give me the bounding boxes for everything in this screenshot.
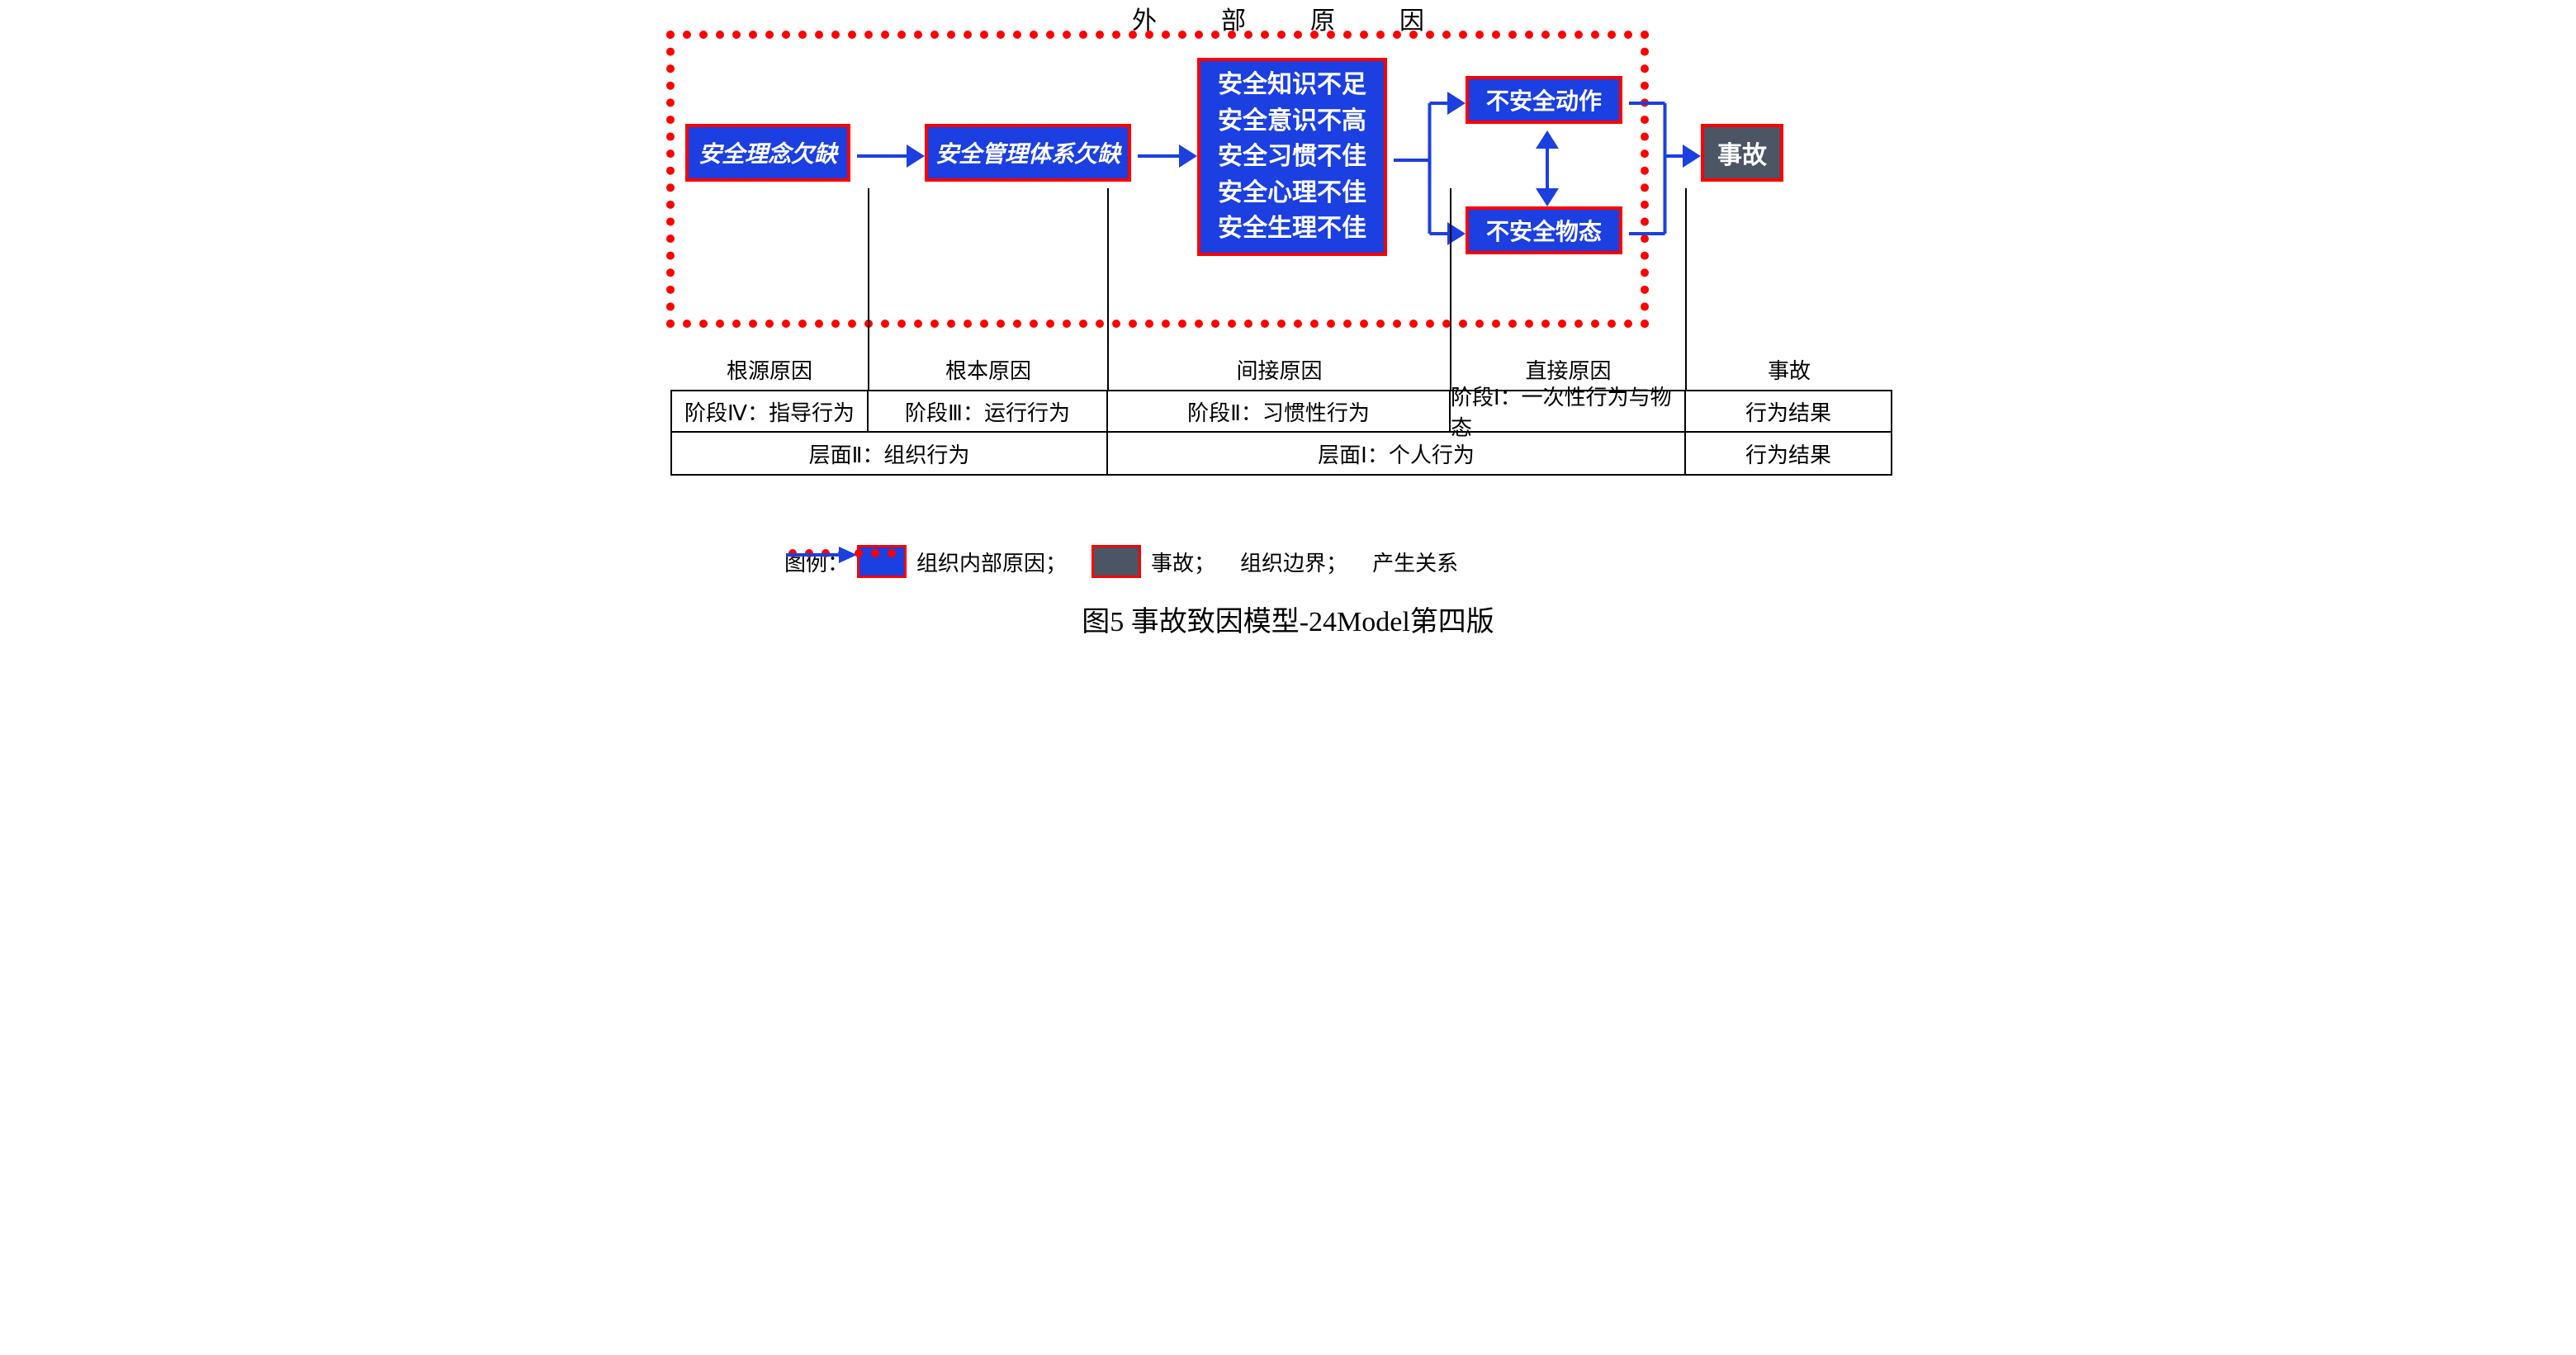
diagram-stage: 外 部 原 因 安全理念欠缺 安全管理体系欠缺 安全知识不足 安全意识不高 安全… (661, 0, 1915, 661)
legend-text: 产生关系 (1372, 547, 1458, 577)
legend-text: 组织边界； (1240, 547, 1347, 577)
table-cell: 层面Ⅱ：组织行为 (670, 433, 1108, 476)
legend-item: 组织边界； (1240, 547, 1347, 577)
table-cell: 事故 (1686, 347, 1892, 390)
table-row: 阶段Ⅳ：指导行为阶段Ⅲ：运行行为阶段Ⅱ：习惯性行为阶段Ⅰ：一次性行为与物态行为结… (670, 390, 1892, 433)
node-safety-concept-lack: 安全理念欠缺 (685, 124, 850, 182)
table-cell: 间接原因 (1108, 347, 1451, 390)
table-cell: 阶段Ⅳ：指导行为 (670, 390, 869, 433)
table-row: 层面Ⅱ：组织行为层面Ⅰ：个人行为行为结果 (670, 433, 1892, 476)
legend-text: 事故； (1151, 547, 1215, 577)
table-cell: 阶段Ⅱ：习惯性行为 (1108, 390, 1451, 433)
node-safety-literacy-list: 安全知识不足 安全意识不高 安全习惯不佳 安全心理不佳 安全生理不佳 (1197, 58, 1387, 256)
node-safety-mgmt-system-lack: 安全管理体系欠缺 (925, 124, 1131, 182)
legend-item: 事故； (1091, 545, 1215, 578)
table-cell: 阶段Ⅲ：运行行为 (869, 390, 1108, 433)
legend-arrow-icon (784, 545, 859, 565)
legend-item: 产生关系 (1372, 547, 1458, 577)
table-cell: 根本原因 (869, 347, 1108, 390)
classification-table: 根源原因根本原因间接原因直接原因事故阶段Ⅳ：指导行为阶段Ⅲ：运行行为阶段Ⅱ：习惯… (670, 347, 1892, 476)
table-cell: 行为结果 (1686, 433, 1892, 476)
table-cell: 层面Ⅰ：个人行为 (1108, 433, 1686, 476)
table-cell: 行为结果 (1686, 390, 1892, 433)
node-unsafe-condition: 不安全物态 (1466, 206, 1622, 254)
legend: 图例：组织内部原因；事故；组织边界；产生关系 (784, 545, 1483, 578)
node-accident: 事故 (1701, 124, 1783, 182)
table-cell: 根源原因 (670, 347, 869, 390)
table-row: 根源原因根本原因间接原因直接原因事故 (670, 347, 1892, 390)
table-cell: 阶段Ⅰ：一次性行为与物态 (1451, 390, 1686, 433)
node-unsafe-act: 不安全动作 (1466, 76, 1622, 124)
legend-swatch (1091, 545, 1141, 578)
figure-caption: 图5 事故致因模型-24Model第四版 (661, 599, 1915, 639)
legend-text: 组织内部原因； (916, 547, 1067, 577)
